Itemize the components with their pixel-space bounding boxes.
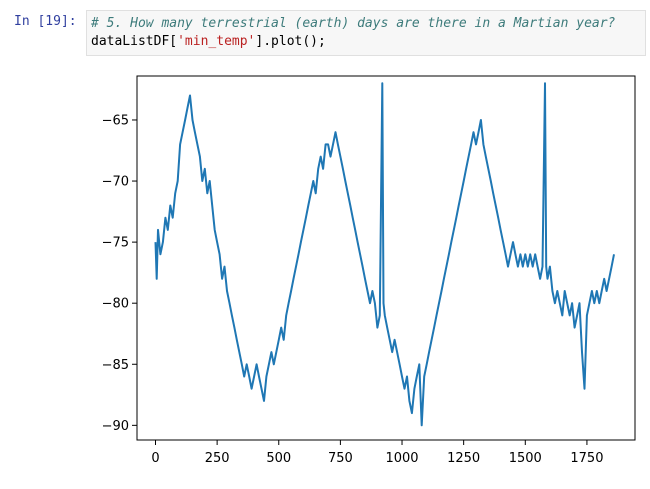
code-comment: # 5. How many terrestrial (earth) days a… [91, 16, 616, 31]
y-tick-label: −85 [102, 358, 129, 373]
y-tick-label: −65 [102, 113, 129, 128]
plot-output: 0 250 500 750 1000 1250 1500 1750 −65 −70 −75 −80−… [86, 66, 646, 484]
code-editor[interactable]: # 5. How many terrestrial (earth) days a… [86, 10, 646, 56]
code-call: ].plot(); [255, 34, 326, 49]
x-tick-label: 1250 [447, 451, 480, 466]
x-tick-label: 500 [266, 451, 291, 466]
series-layer [154, 82, 615, 427]
x-tick-label: 750 [328, 451, 353, 466]
input-prompt: In [19]: [14, 14, 77, 29]
x-tick-label: 1750 [570, 451, 603, 466]
plot-area-frame [136, 75, 636, 441]
code-variable: dataListDF [91, 34, 170, 49]
y-tick-label: −75 [102, 236, 129, 251]
code-line-2: dataListDF['min_temp'].plot(); [91, 33, 641, 51]
code-string: 'min_temp' [177, 34, 256, 49]
x-tick-label: 1500 [509, 451, 542, 466]
line-chart: 0 250 500 750 1000 1250 1500 1750 −65−70−75−80−… [102, 75, 636, 466]
code-bracket-open: [ [169, 34, 178, 49]
y-tick-label: −70 [102, 175, 129, 190]
x-tick-label: 0 [151, 451, 159, 466]
y-tick-label: −90 [102, 419, 129, 434]
series-line-0 [154, 82, 615, 427]
x-tick-label: 250 [205, 451, 230, 466]
code-line-1: # 5. How many terrestrial (earth) days a… [91, 15, 641, 33]
x-axis: 0 250 500 750 1000 1250 1500 1750 [151, 440, 603, 466]
y-axis: −65 −70 −75 −80 −85 −90 [102, 113, 137, 434]
x-tick-label: 1000 [385, 451, 418, 466]
y-tick-label: −80 [102, 297, 129, 312]
